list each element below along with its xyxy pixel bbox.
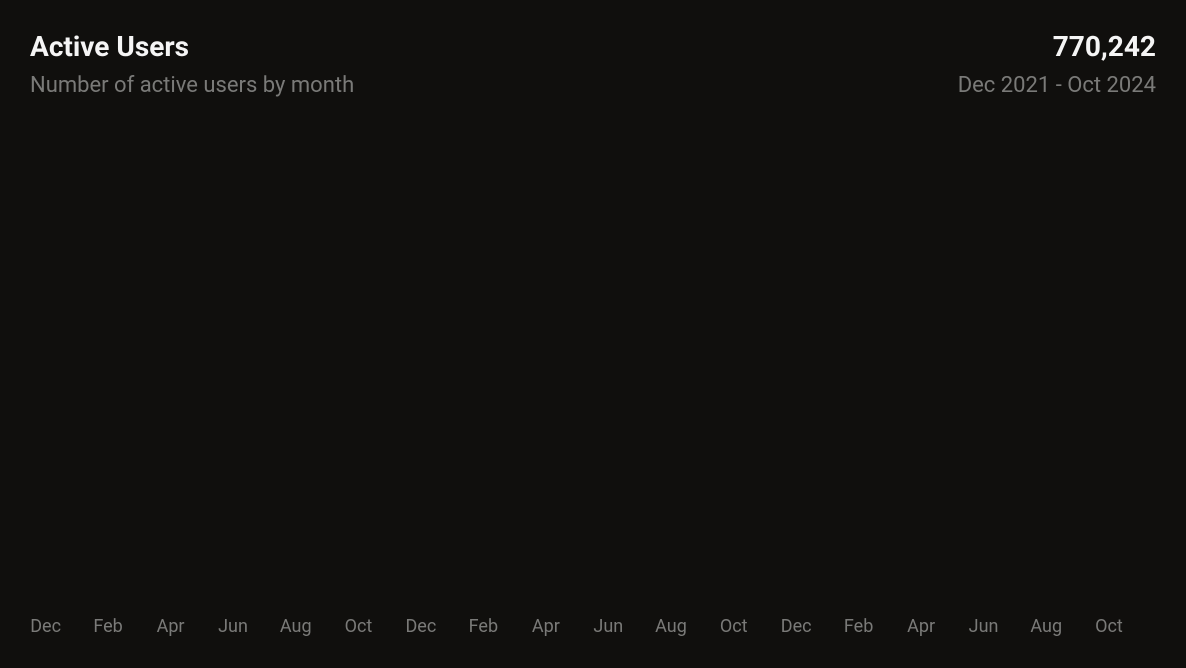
x-axis-label: Apr [905,608,936,648]
chart-area: Dec Feb Apr Jun Aug Oct Dec Feb Apr Jun Aug Oct Dec F… [30,170,1156,648]
chart-x-axis: Dec Feb Apr Jun Aug Oct Dec Feb Apr Jun Aug Oct Dec F… [30,608,1156,648]
x-axis-label [874,608,905,648]
header-row: Active Users 770,242 [30,30,1156,63]
chart-subtitle: Number of active users by month [30,73,354,98]
x-axis-label [437,608,468,648]
x-axis-label: Apr [530,608,561,648]
bar-slot [499,170,530,608]
x-axis-label: Feb [843,608,874,648]
bar-slot [1125,170,1156,608]
x-axis-label [312,608,343,648]
x-axis-label [249,608,280,648]
x-axis-label: Apr [155,608,186,648]
bar-slot [1031,170,1062,608]
x-axis-label [374,608,405,648]
bar-slot [186,170,217,608]
bar-slot [405,170,436,608]
x-axis-label: Oct [343,608,374,648]
x-axis-label: Oct [718,608,749,648]
bar-slot [937,170,968,608]
bar-slot [718,170,749,608]
bar-slot [343,170,374,608]
x-axis-label: Aug [655,608,687,648]
chart-plot [30,170,1156,608]
x-axis-label: Feb [92,608,123,648]
bar-slot [1062,170,1093,608]
bar-slot [812,170,843,608]
x-axis-label [812,608,843,648]
x-axis-label: Jun [217,608,248,648]
bar-slot [1094,170,1125,608]
bar-slot [593,170,624,608]
x-axis-label [186,608,217,648]
bar-slot [687,170,718,608]
x-axis-label: Jun [593,608,624,648]
bar-slot [468,170,499,608]
bar-slot [656,170,687,608]
x-axis-label: Jun [968,608,999,648]
bar-slot [749,170,780,608]
chart-metric: 770,242 [1053,30,1156,63]
bar-slot [30,170,61,608]
x-axis-label [61,608,92,648]
x-axis-label [499,608,530,648]
x-axis-label [124,608,155,648]
x-axis-label: Oct [1093,608,1124,648]
x-axis-label: Aug [1030,608,1062,648]
x-axis-label: Dec [30,608,61,648]
x-axis-label: Aug [280,608,312,648]
bar-slot [280,170,311,608]
x-axis-label [937,608,968,648]
x-axis-label [1062,608,1093,648]
bar-slot [562,170,593,608]
x-axis-label [561,608,592,648]
x-axis-label: Dec [405,608,436,648]
x-axis-label [999,608,1030,648]
chart-date-range: Dec 2021 - Oct 2024 [958,73,1156,98]
bar-slot [624,170,655,608]
bar-slot [124,170,155,608]
chart-title: Active Users [30,30,189,63]
bar-slot [249,170,280,608]
x-axis-label [687,608,718,648]
x-axis-label [749,608,780,648]
bar-slot [781,170,812,608]
bar-slot [312,170,343,608]
x-axis-label [624,608,655,648]
bar-slot [218,170,249,608]
x-axis-label: Dec [781,608,812,648]
bar-slot [968,170,999,608]
bar-slot [906,170,937,608]
subheader-row: Number of active users by month Dec 2021… [30,63,1156,98]
bar-slot [61,170,92,608]
bar-slot [1000,170,1031,608]
x-axis-label [1125,608,1156,648]
bar-slot [875,170,906,608]
x-axis-label: Feb [468,608,499,648]
bar-slot [531,170,562,608]
bar-slot [437,170,468,608]
bar-slot [374,170,405,608]
bar-slot [93,170,124,608]
bar-slot [843,170,874,608]
bar-slot [155,170,186,608]
